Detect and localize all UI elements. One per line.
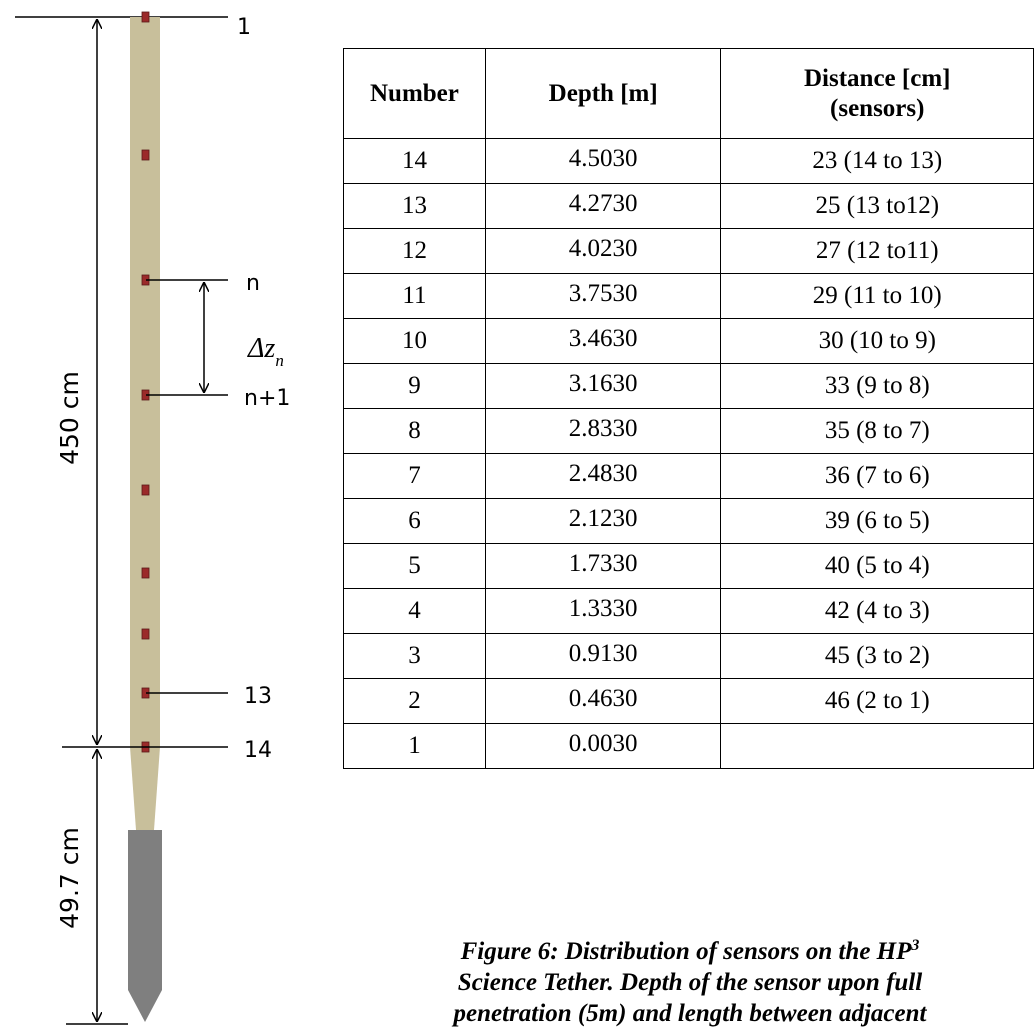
delta-z-label: Δzn (247, 333, 284, 370)
cell-depth: 0.9130 (484, 633, 722, 679)
header-number: Number (343, 48, 486, 139)
cell-number: 3 (343, 633, 486, 679)
caption-line-1: Figure 6: Distribution of sensors on the… (460, 938, 912, 965)
cell-depth: 2.8330 (484, 408, 722, 454)
cell-distance: 27 (12 to11) (720, 228, 1034, 274)
cell-depth: 1.7330 (484, 543, 722, 589)
table-row: 2 0.4630 46 (2 to 1) (343, 678, 1034, 724)
table-row: 14 4.5030 23 (14 to 13) (343, 138, 1034, 184)
table-row: 4 1.3330 42 (4 to 3) (343, 588, 1034, 634)
sensor-marker (141, 11, 150, 23)
cell-depth: 1.3330 (484, 588, 722, 634)
label-n: n (246, 271, 260, 296)
label-1: 1 (237, 15, 251, 40)
cell-number: 9 (343, 363, 486, 409)
table-row: 9 3.1630 33 (9 to 8) (343, 363, 1034, 409)
cell-depth: 4.2730 (484, 183, 722, 229)
cell-distance: 25 (13 to12) (720, 183, 1034, 229)
table-row: 11 3.7530 29 (11 to 10) (343, 273, 1034, 319)
cell-number: 8 (343, 408, 486, 454)
cell-distance: 36 (7 to 6) (720, 453, 1034, 499)
sensor-marker (141, 567, 150, 579)
cell-distance: 33 (9 to 8) (720, 363, 1034, 409)
table-row: 12 4.0230 27 (12 to11) (343, 228, 1034, 274)
cell-depth: 4.0230 (484, 228, 722, 274)
cell-distance: 45 (3 to 2) (720, 633, 1034, 679)
header-depth: Depth [m] (484, 48, 722, 139)
cell-number: 14 (343, 138, 486, 184)
cell-number: 2 (343, 678, 486, 724)
label-14: 14 (244, 738, 272, 763)
tether-diagram: 1 n n+1 13 14 Δzn 450 cm 49.7 cm (15, 11, 290, 1025)
tether-body (130, 17, 160, 747)
cell-depth: 2.4830 (484, 453, 722, 499)
label-13: 13 (244, 684, 272, 709)
sensor-marker (141, 149, 150, 161)
table-body: 14 4.5030 23 (14 to 13) 13 4.2730 25 (13 to12… (343, 138, 1034, 769)
delta-z-symbol: Δz (247, 333, 275, 364)
figure-caption: Figure 6: Distribution of sensors on the… (340, 936, 1034, 1029)
table-row: 5 1.7330 40 (5 to 4) (343, 543, 1034, 589)
caption-line-3: penetration (5m) and length between adja… (453, 1000, 927, 1027)
cell-depth: 0.0030 (484, 723, 722, 769)
sensor-marker (141, 484, 150, 496)
cell-distance: 29 (11 to 10) (720, 273, 1034, 319)
table-row: 13 4.2730 25 (13 to12) (343, 183, 1034, 229)
cell-depth: 4.5030 (484, 138, 722, 184)
cell-distance: 46 (2 to 1) (720, 678, 1034, 724)
cell-distance (720, 723, 1034, 769)
caption-superscript: 3 (911, 937, 920, 954)
delta-z-subscript: n (275, 351, 284, 370)
table-row: 6 2.1230 39 (6 to 5) (343, 498, 1034, 544)
cell-number: 10 (343, 318, 486, 364)
table-row: 7 2.4830 36 (7 to 6) (343, 453, 1034, 499)
cell-depth: 3.1630 (484, 363, 722, 409)
cell-number: 11 (343, 273, 486, 319)
cell-number: 4 (343, 588, 486, 634)
cell-distance: 23 (14 to 13) (720, 138, 1034, 184)
table-row: 8 2.8330 35 (8 to 7) (343, 408, 1034, 454)
cell-number: 6 (343, 498, 486, 544)
sensor-table: Number Depth [m] Distance [cm] (sensors) … (343, 48, 1034, 769)
header-distance: Distance [cm] (sensors) (720, 48, 1034, 139)
cell-distance: 39 (6 to 5) (720, 498, 1034, 544)
cell-number: 7 (343, 453, 486, 499)
cell-number: 5 (343, 543, 486, 589)
header-distance-line2: (sensors) (830, 94, 925, 122)
cell-depth: 3.4630 (484, 318, 722, 364)
mole-tip (128, 830, 162, 1022)
dimension-label-450: 450 cm (55, 371, 84, 465)
cell-depth: 2.1230 (484, 498, 722, 544)
cell-distance: 30 (10 to 9) (720, 318, 1034, 364)
table-row: 3 0.9130 45 (3 to 2) (343, 633, 1034, 679)
sensor-marker (141, 628, 150, 640)
cell-number: 12 (343, 228, 486, 274)
label-n-plus-1: n+1 (244, 386, 290, 411)
tether-taper (130, 747, 160, 830)
table-row: 10 3.4630 30 (10 to 9) (343, 318, 1034, 364)
cell-distance: 35 (8 to 7) (720, 408, 1034, 454)
cell-number: 1 (343, 723, 486, 769)
cell-distance: 42 (4 to 3) (720, 588, 1034, 634)
cell-distance: 40 (5 to 4) (720, 543, 1034, 589)
caption-line-2: Science Tether. Depth of the sensor upon… (457, 969, 923, 996)
cell-depth: 0.4630 (484, 678, 722, 724)
dimension-label-49-7: 49.7 cm (55, 827, 84, 929)
table-header-row: Number Depth [m] Distance [cm] (sensors) (343, 48, 1034, 139)
header-distance-line1: Distance [cm] (804, 64, 951, 92)
cell-depth: 3.7530 (484, 273, 722, 319)
cell-number: 13 (343, 183, 486, 229)
table-row: 1 0.0030 (343, 723, 1034, 769)
